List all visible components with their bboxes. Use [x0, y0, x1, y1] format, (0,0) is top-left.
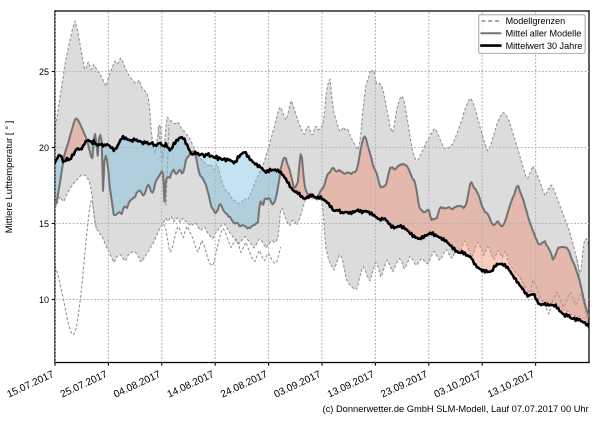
svg-text:10: 10: [39, 295, 49, 305]
svg-text:Modellgrenzen: Modellgrenzen: [506, 16, 566, 26]
svg-text:Mittlere Lufttemperatur [ ° ]: Mittlere Lufttemperatur [ ° ]: [4, 121, 15, 234]
svg-text:Mittel aller Modelle: Mittel aller Modelle: [506, 28, 582, 38]
svg-text:Mittelwert 30 Jahre: Mittelwert 30 Jahre: [506, 41, 583, 51]
svg-text:(c) Donnerwetter.de GmbH SLM-M: (c) Donnerwetter.de GmbH SLM-Modell, Lau…: [323, 404, 589, 414]
svg-text:20: 20: [39, 143, 49, 153]
svg-text:25: 25: [39, 67, 49, 77]
svg-text:15: 15: [39, 219, 49, 229]
